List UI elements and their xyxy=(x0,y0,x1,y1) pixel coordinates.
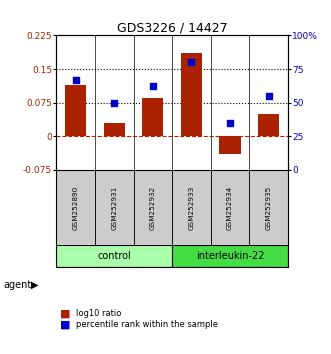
Text: GSM252934: GSM252934 xyxy=(227,185,233,230)
Text: percentile rank within the sample: percentile rank within the sample xyxy=(76,320,218,330)
Text: ■: ■ xyxy=(60,308,70,318)
Text: GSM252890: GSM252890 xyxy=(72,185,78,230)
Text: interleukin-22: interleukin-22 xyxy=(196,251,264,261)
Text: ■: ■ xyxy=(60,320,70,330)
Bar xyxy=(56,170,95,245)
Point xyxy=(189,59,194,65)
Bar xyxy=(104,123,125,136)
Bar xyxy=(133,170,172,245)
Bar xyxy=(249,170,288,245)
Bar xyxy=(56,245,172,267)
Bar xyxy=(142,98,164,136)
Point xyxy=(266,93,271,99)
Point xyxy=(73,77,78,82)
Bar xyxy=(211,170,249,245)
Text: GSM252933: GSM252933 xyxy=(188,185,194,230)
Text: GSM252935: GSM252935 xyxy=(266,185,272,230)
Text: control: control xyxy=(97,251,131,261)
Bar xyxy=(65,85,86,136)
Point xyxy=(150,84,156,89)
Point xyxy=(227,120,233,126)
Bar xyxy=(219,136,241,154)
Bar xyxy=(181,53,202,136)
Title: GDS3226 / 14427: GDS3226 / 14427 xyxy=(117,21,227,34)
Bar xyxy=(95,170,133,245)
Text: ▶: ▶ xyxy=(31,280,39,290)
Text: GSM252932: GSM252932 xyxy=(150,185,156,230)
Bar xyxy=(172,245,288,267)
Text: agent: agent xyxy=(3,280,31,290)
Text: log10 ratio: log10 ratio xyxy=(76,309,121,318)
Point xyxy=(112,100,117,105)
Text: GSM252931: GSM252931 xyxy=(111,185,117,230)
Bar xyxy=(172,170,211,245)
Bar xyxy=(258,114,279,136)
